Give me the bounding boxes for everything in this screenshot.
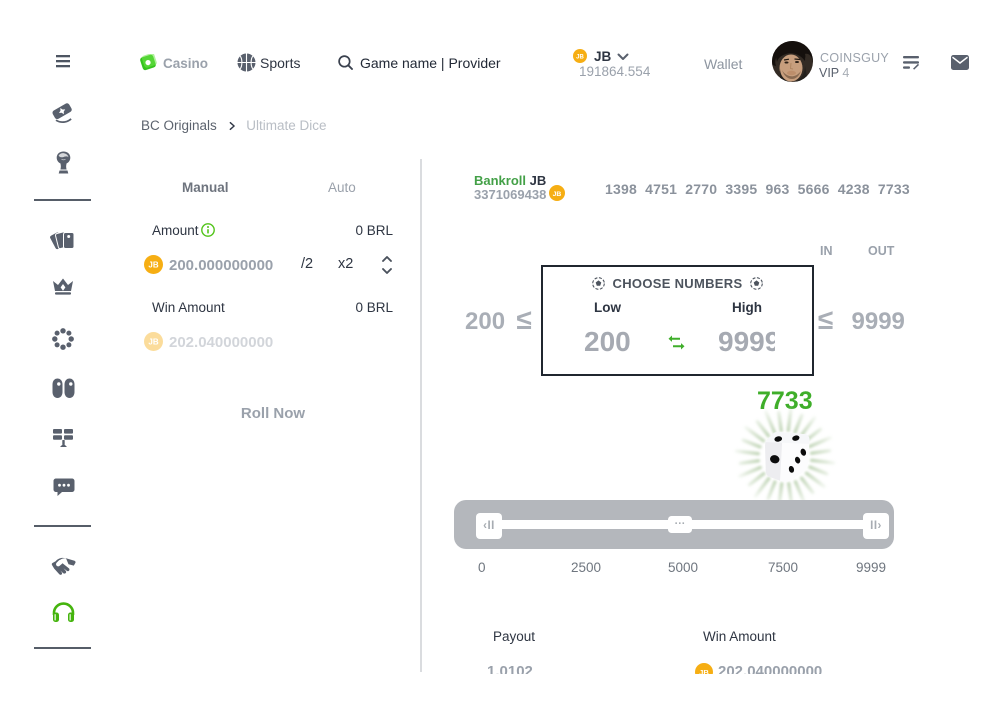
svg-text:JB: JB — [553, 191, 562, 198]
svg-text:JB: JB — [148, 338, 158, 347]
svg-text:JB: JB — [148, 261, 158, 270]
svg-text:JB: JB — [576, 55, 584, 61]
svg-text:JB: JB — [699, 668, 709, 677]
